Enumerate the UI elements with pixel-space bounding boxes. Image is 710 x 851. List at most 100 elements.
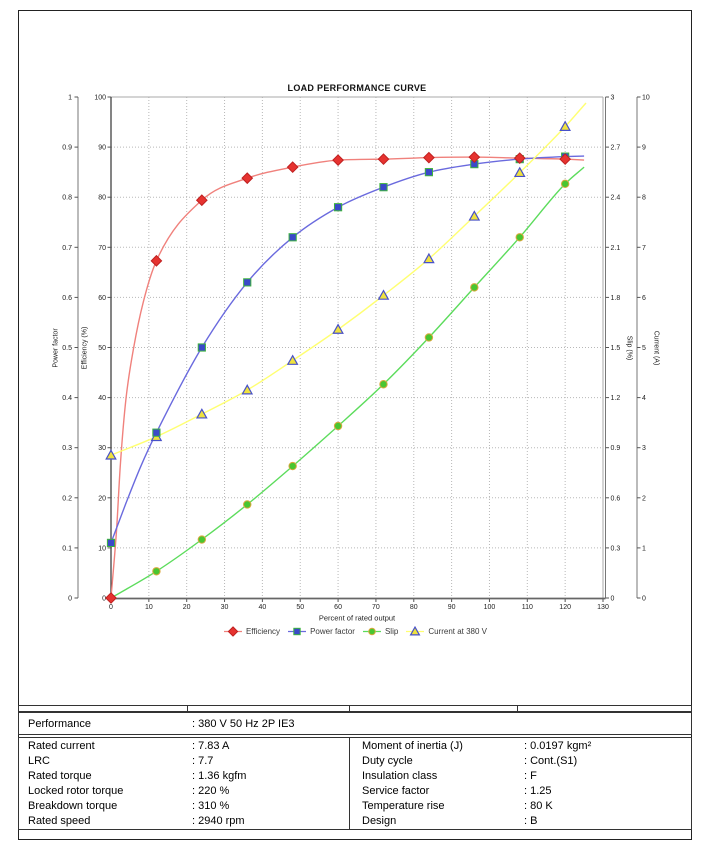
markers-slip: [152, 179, 570, 576]
svg-text:1: 1: [642, 545, 646, 552]
spec-value: : Cont.(S1): [524, 754, 578, 767]
legend-label: Current at 380 V: [428, 627, 488, 636]
svg-text:60: 60: [98, 295, 106, 302]
spec-label: Duty cycle: [362, 754, 413, 767]
svg-text:2.4: 2.4: [611, 195, 621, 202]
svg-text:1.5: 1.5: [611, 345, 621, 352]
legend-item-power-factor: Power factor: [287, 626, 355, 637]
svg-text:1.8: 1.8: [611, 295, 621, 302]
spec-value: : 2940 rpm: [192, 815, 245, 828]
svg-text:2.7: 2.7: [611, 145, 621, 152]
legend-label: Slip: [384, 627, 399, 636]
svg-text:80: 80: [410, 604, 418, 611]
current-axis: 0 1 2 3 4 5 6 7 8 9 10: [636, 95, 650, 603]
svg-text:3: 3: [611, 95, 615, 102]
svg-text:9: 9: [642, 145, 646, 152]
svg-text:10: 10: [642, 95, 650, 102]
svg-text:60: 60: [334, 604, 342, 611]
power_factor-axis: 0 0.1 0.2 0.3 0.4 0.5 0.6 0.7 0.8 0.9 1: [62, 95, 79, 603]
svg-text:0: 0: [68, 596, 72, 603]
markers-efficiency: [105, 151, 572, 604]
curve-current-at-380-v: [111, 102, 587, 456]
spec-table: Rated current : 7.83 A Moment of inertia…: [18, 737, 692, 830]
spec-value: : B: [524, 815, 538, 828]
strip-separator: [187, 706, 188, 711]
spec-label: Locked rotor torque: [28, 784, 124, 797]
svg-text:8: 8: [642, 195, 646, 202]
legend-label: Power factor: [310, 627, 355, 636]
svg-text:0.5: 0.5: [62, 345, 72, 352]
slip-axis-title: Slip (%): [625, 335, 633, 361]
power-factor-axis-title: Power factor: [52, 328, 60, 368]
svg-text:30: 30: [221, 604, 229, 611]
svg-text:50: 50: [98, 345, 106, 352]
svg-text:80: 80: [98, 195, 106, 202]
svg-text:30: 30: [98, 445, 106, 452]
legend-item-slip: Slip: [362, 626, 398, 637]
load-performance-chart: 0 10 20 30 40 50 60 70 80 90 100 110 120 13000.10.20.…: [62, 95, 650, 612]
legend-label: Efficiency: [245, 627, 281, 636]
spec-label: Service factor: [362, 784, 430, 797]
svg-text:40: 40: [258, 604, 266, 611]
svg-text:0.3: 0.3: [611, 545, 621, 552]
spec-value: : 310 %: [192, 799, 230, 812]
chart-legend: Efficiency Power factor Slip Current at …: [18, 626, 692, 637]
svg-text:20: 20: [98, 495, 106, 502]
svg-text:3: 3: [642, 445, 646, 452]
spec-label: LRC: [28, 754, 51, 767]
svg-text:0: 0: [102, 596, 106, 603]
spec-label: Insulation class: [362, 769, 438, 782]
x-axis-title: Percent of rated output: [318, 613, 396, 623]
spec-value: : 1.25: [524, 784, 552, 797]
strip-separator: [349, 706, 350, 711]
svg-text:40: 40: [98, 395, 106, 402]
spec-value: : 80 K: [524, 799, 553, 812]
svg-text:10: 10: [145, 604, 153, 611]
svg-text:130: 130: [597, 604, 609, 611]
svg-text:0: 0: [109, 604, 113, 611]
efficiency-axis: 0 10 20 30 40 50 60 70 80 90 100: [94, 95, 111, 603]
svg-text:0.2: 0.2: [62, 495, 72, 502]
svg-text:0.9: 0.9: [611, 445, 621, 452]
svg-text:0: 0: [611, 596, 615, 603]
performance-row: Performance : 380 V 50 Hz 2P IE3: [18, 712, 692, 735]
spec-label: Breakdown torque: [28, 799, 118, 812]
legend-item-efficiency: Efficiency: [223, 626, 280, 637]
legend-item-current: Current at 380 V: [405, 626, 487, 637]
gridlines: [111, 97, 603, 598]
spec-value: : 0.0197 kgm²: [524, 739, 592, 752]
spec-value: : 7.7: [192, 754, 214, 767]
spec-label: Rated current: [28, 739, 95, 752]
markers-current-at-380-v: [105, 120, 571, 460]
svg-text:0.3: 0.3: [62, 445, 72, 452]
svg-text:7: 7: [642, 245, 646, 252]
svg-text:2: 2: [642, 495, 646, 502]
svg-text:100: 100: [94, 95, 106, 102]
svg-text:5: 5: [642, 345, 646, 352]
svg-text:70: 70: [372, 604, 380, 611]
svg-text:50: 50: [296, 604, 304, 611]
power-factor-legend-marker-icon: [288, 627, 307, 636]
svg-text:0.6: 0.6: [611, 495, 621, 502]
spec-label: Design: [362, 815, 397, 828]
current-legend-marker-icon: [406, 626, 425, 636]
svg-text:0.9: 0.9: [62, 145, 72, 152]
svg-text:70: 70: [98, 245, 106, 252]
current-axis-title: Current (A): [652, 330, 660, 366]
x-axis: 0 10 20 30 40 50 60 70 80 90 100 110 120 130: [109, 599, 609, 611]
table-column-separator: [349, 738, 350, 829]
svg-text:0.8: 0.8: [62, 195, 72, 202]
svg-text:0: 0: [642, 596, 646, 603]
svg-text:1: 1: [68, 95, 72, 102]
svg-text:0.7: 0.7: [62, 245, 72, 252]
svg-text:2.1: 2.1: [611, 245, 621, 252]
svg-text:1.2: 1.2: [611, 395, 621, 402]
outer-frame: [18, 10, 692, 840]
spec-value: : 7.83 A: [192, 739, 230, 752]
spec-label: Moment of inertia (J): [362, 739, 463, 752]
table-header-strip: [18, 705, 692, 712]
strip-separator: [517, 706, 518, 711]
spec-label: Rated speed: [28, 815, 91, 828]
efficiency-legend-marker-icon: [223, 626, 242, 637]
